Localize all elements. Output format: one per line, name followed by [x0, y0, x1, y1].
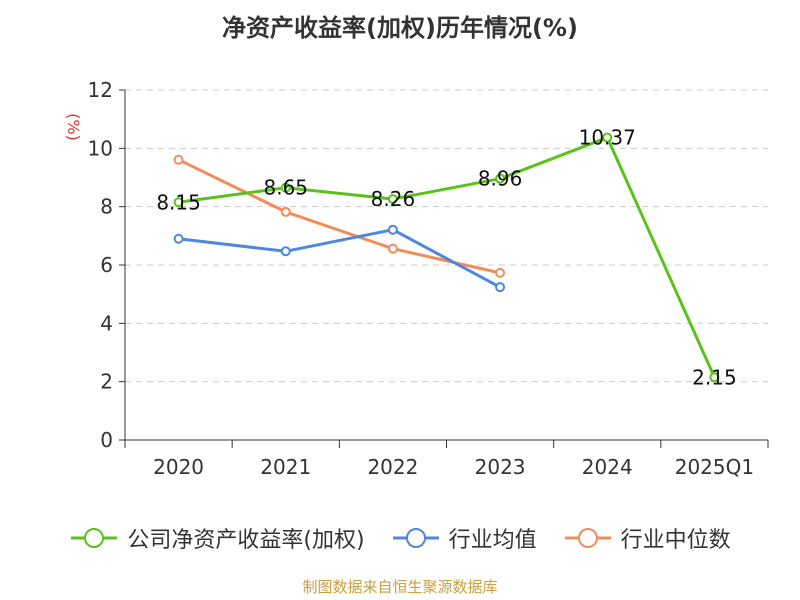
x-tick-label: 2023	[475, 455, 526, 479]
data-point	[280, 206, 291, 217]
y-tick-label: 12	[88, 78, 113, 102]
data-label: 2.15	[692, 365, 737, 389]
data-source-note: 制图数据来自恒生聚源数据库	[302, 578, 498, 596]
chart-title: 净资产收益率(加权)历年情况(%)	[222, 14, 578, 42]
x-tick-label: 2022	[367, 455, 418, 479]
y-tick-label: 10	[88, 136, 113, 160]
legend-marker-icon	[392, 528, 439, 548]
y-tick-label: 0	[100, 428, 113, 452]
x-tick-label: 2021	[260, 455, 311, 479]
y-tick-label: 8	[100, 195, 113, 219]
data-point	[495, 173, 506, 184]
y-tick-label: 4	[100, 311, 113, 335]
x-tick-label: 2025Q1	[675, 455, 754, 479]
series-line	[177, 158, 501, 275]
data-label: 8.96	[478, 167, 523, 191]
data-point	[387, 243, 398, 254]
data-label: 10.37	[579, 126, 636, 150]
legend-item[interactable]: 行业均值	[391, 522, 537, 554]
legend-item[interactable]: 公司净资产收益率(加权)	[69, 522, 365, 554]
data-label: 8.65	[263, 176, 308, 200]
chart-plot-area: 0 2 4 6 8 10 12 2020 2021 2022 2023 2024 2025Q1 (%) 8.…	[64, 78, 769, 479]
data-point	[173, 197, 184, 208]
legend-label: 公司净资产收益率(加权)	[127, 528, 365, 553]
data-point	[173, 154, 184, 165]
data-point	[173, 233, 184, 244]
legend-label: 行业中位数	[620, 528, 731, 553]
data-point	[387, 194, 398, 205]
data-point	[602, 132, 613, 143]
data-point	[495, 267, 506, 278]
data-label: 8.26	[371, 187, 416, 211]
legend-label: 行业均值	[448, 528, 537, 553]
chart-legend: 公司净资产收益率(加权) 行业均值 行业中位数	[0, 520, 800, 556]
legend-item[interactable]: 行业中位数	[563, 522, 731, 554]
x-tick-label: 2024	[582, 455, 633, 479]
series-line	[178, 228, 501, 289]
data-point	[709, 372, 720, 383]
data-label: 8.15	[156, 190, 201, 214]
legend-marker-icon	[564, 528, 611, 548]
y-axis-label: (%)	[64, 113, 83, 141]
data-point	[387, 224, 398, 235]
y-tick-label: 2	[100, 370, 113, 394]
data-point	[495, 282, 506, 293]
legend-marker-icon	[71, 528, 118, 548]
y-tick-label: 6	[100, 253, 113, 277]
series-line	[178, 136, 716, 378]
x-tick-label: 2020	[153, 455, 204, 479]
data-point	[280, 246, 291, 257]
data-point	[280, 182, 291, 193]
